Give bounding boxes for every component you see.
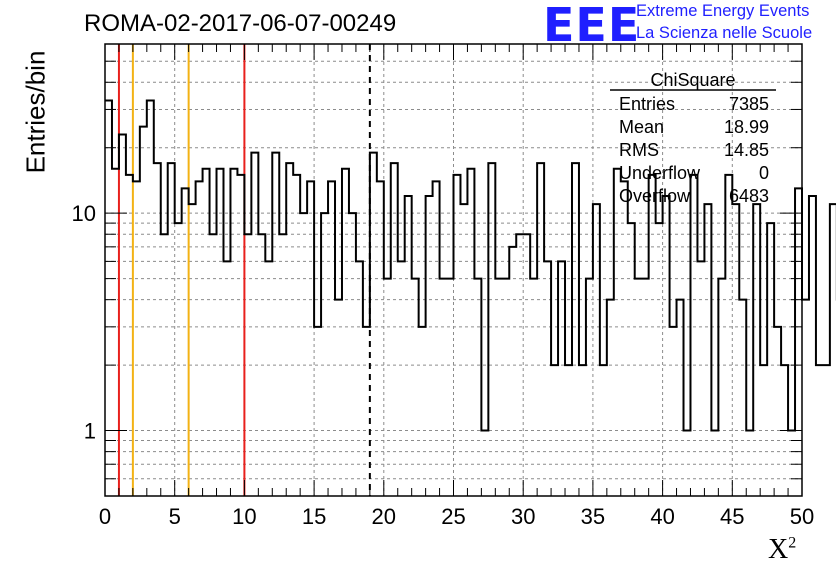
- logo-line-1: Extreme Energy Events: [636, 2, 810, 20]
- grid-layer: [104, 44, 803, 496]
- x-tick-label: 0: [99, 504, 111, 529]
- stats-row-label: Underflow: [619, 163, 701, 183]
- x-tick-label: 5: [169, 504, 181, 529]
- stats-title: ChiSquare: [650, 70, 735, 90]
- stats-box: ChiSquare Entries 7385 Mean 18.99 RMS 14.85 Und…: [610, 70, 776, 206]
- histogram-outline: [105, 99, 836, 432]
- stats-row-value: 14.85: [724, 140, 769, 160]
- x-tick-label: 45: [720, 504, 744, 529]
- stats-row-label: RMS: [619, 140, 659, 160]
- stats-row-value: 0: [759, 163, 769, 183]
- x-tick-label: 20: [372, 504, 396, 529]
- chart-title: ROMA-02-2017-06-07-00249: [84, 10, 397, 37]
- x-axis-label-text: X: [768, 534, 789, 565]
- stats-row-label: Entries: [619, 94, 675, 114]
- x-tick-label: 40: [650, 504, 674, 529]
- x-tick-label: 50: [790, 504, 814, 529]
- x-tick-label: 15: [302, 504, 326, 529]
- x-tick-label: 25: [441, 504, 465, 529]
- y-tick-label: 1: [84, 419, 96, 444]
- y-tick-label: 10: [72, 201, 96, 226]
- stats-row-label: Mean: [619, 117, 664, 137]
- x-axis-label: X2: [768, 534, 796, 566]
- marker-layer: [117, 44, 371, 496]
- x-axis-label-superscript: 2: [788, 534, 797, 552]
- x-tick-label: 30: [511, 504, 535, 529]
- tick-layer: [104, 44, 803, 496]
- stats-row-value: 6483: [729, 186, 769, 206]
- x-tick-label: 35: [581, 504, 605, 529]
- stats-row-value: 18.99: [724, 117, 769, 137]
- stats-row-label: Overflow: [619, 186, 691, 206]
- stats-row-value: 7385: [729, 94, 769, 114]
- x-tick-label: 10: [232, 504, 256, 529]
- tick-label-layer: 0 5 10 15 20 25 30 35 40 45 50 1 10: [72, 201, 815, 529]
- logo-line-2: La Scienza nelle Scuole: [636, 24, 813, 42]
